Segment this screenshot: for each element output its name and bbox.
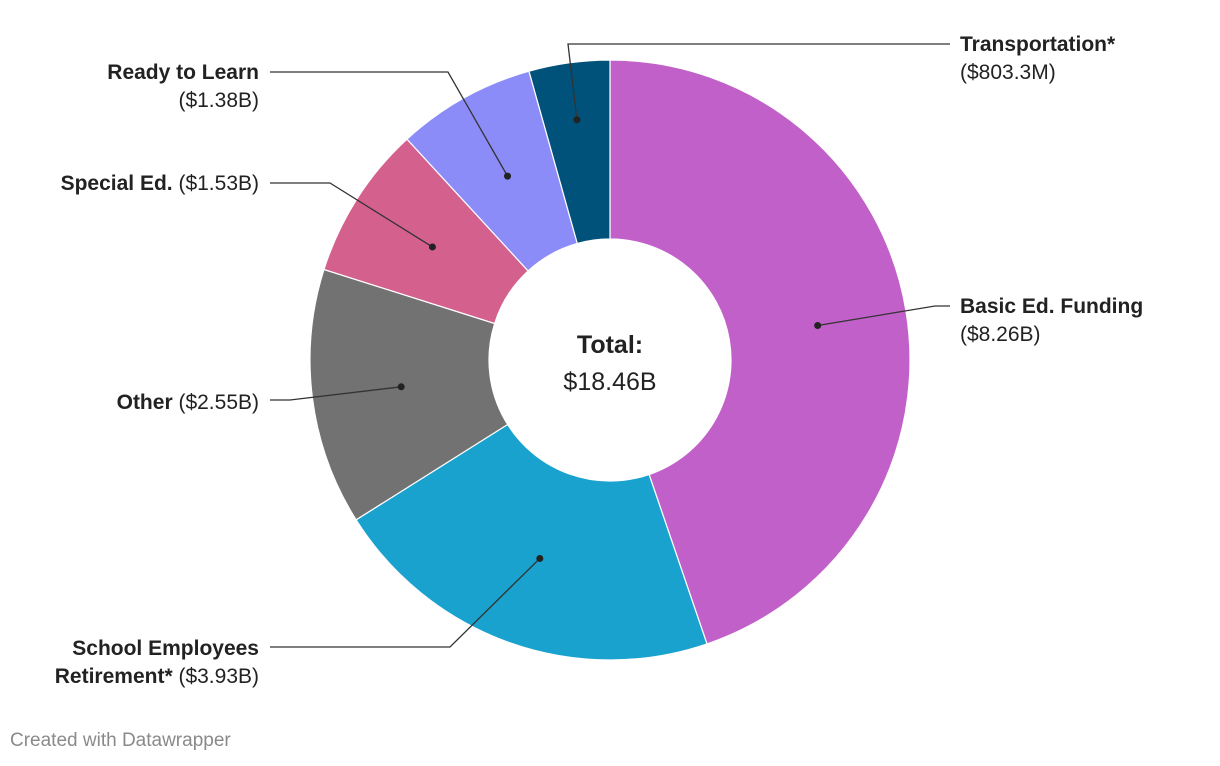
chart-svg: Total: $18.46B Basic Ed. Funding ($8.26B) Sc… — [55, 33, 1143, 688]
slice-basic-ed-funding[interactable] — [609, 59, 911, 645]
footer-credit[interactable]: Created with Datawrapper — [10, 730, 231, 751]
label-basic-ed-funding: Basic Ed. Funding ($8.26B) — [960, 295, 1143, 346]
leader-line-transportation — [567, 43, 950, 120]
label-ready-to-learn: Ready to Learn ($1.38B) — [107, 61, 259, 112]
slice-school-employees-retirement[interactable] — [355, 423, 708, 661]
leader-dot-other — [397, 383, 405, 391]
labels: Basic Ed. Funding ($8.26B) School Employee… — [55, 33, 1143, 688]
center-total-title: Total: — [577, 331, 643, 359]
label-other: Other ($2.55B) — [117, 391, 259, 414]
leader-dot-basic-ed-funding — [814, 322, 822, 330]
slice-transportation[interactable] — [528, 59, 611, 245]
slice-other[interactable] — [309, 268, 509, 521]
label-special-ed: Special Ed. ($1.53B) — [61, 172, 259, 195]
leader-dot-transportation — [573, 116, 581, 124]
leader-line-basic-ed-funding — [817, 305, 950, 327]
slices — [309, 59, 911, 661]
leader-dot-special-ed — [428, 243, 436, 251]
leader-dot-school-employees-retirement — [536, 554, 544, 562]
leader-dot-ready-to-learn — [504, 172, 512, 180]
leader-line-ready-to-learn — [270, 71, 509, 177]
leader-line-special-ed — [270, 182, 433, 248]
leader-line-other — [270, 386, 402, 401]
label-school-employees-retirement: School Employees Retirement* ($3.93B) — [55, 637, 259, 688]
leader-line-school-employees-retirement — [270, 557, 541, 648]
label-transportation: Transportation* ($803.3M) — [960, 33, 1116, 84]
center-total-value: $18.46B — [563, 368, 656, 396]
